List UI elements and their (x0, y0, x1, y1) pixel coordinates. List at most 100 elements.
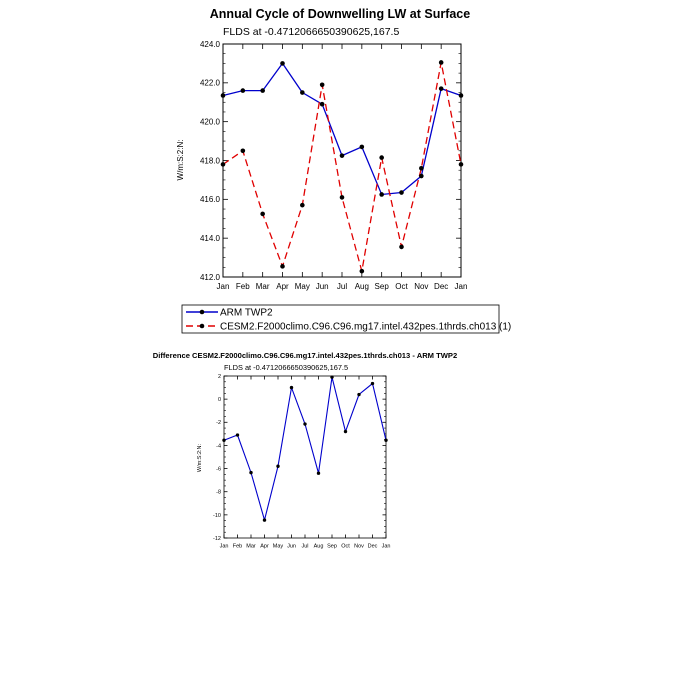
data-point (300, 202, 305, 208)
x-tick-label: Jul (301, 544, 308, 550)
series-line-0 (223, 377, 387, 523)
x-tick-label: Aug (314, 544, 324, 550)
x-tick-label: Jun (287, 544, 296, 550)
x-tick-label: Apr (260, 544, 269, 550)
x-tick-label: Jan (220, 544, 229, 550)
data-point (359, 144, 365, 150)
data-point (220, 93, 226, 98)
data-point (319, 82, 325, 88)
x-tick-label: Nov (414, 282, 428, 291)
x-tick-label: Mar (256, 282, 270, 291)
x-tick-label: Nov (354, 544, 364, 550)
y-tick-label: 420.0 (200, 117, 221, 126)
plot-frame (223, 375, 387, 539)
axis-ticks: Jan Feb Mar Apr May Jun Jul Aug Sep Oct Nov Dec Jan -… (213, 374, 390, 550)
data-point (300, 90, 305, 95)
y-tick-label: 424.0 (200, 40, 221, 49)
x-tick-label: Jan (455, 282, 468, 291)
y-tick-label: -10 (213, 513, 221, 519)
x-tick-label: Jan (217, 282, 230, 291)
y-tick-label: 412.0 (200, 273, 221, 282)
data-point (235, 433, 240, 437)
data-point (379, 155, 384, 160)
data-point (240, 148, 246, 154)
y-axis-label: W/m:S:2:N: (176, 140, 185, 181)
legend-marker-arm (199, 309, 205, 315)
legend-label-arm: ARM TWP2 (220, 308, 273, 319)
x-tick-label: Oct (395, 282, 408, 291)
y-tick-label: -4 (216, 443, 221, 449)
chart-title: Difference CESM2.F2000climo.C96.C96.mg17… (153, 351, 457, 360)
y-tick-label: -2 (216, 420, 221, 426)
data-point (379, 192, 384, 197)
data-point (330, 375, 334, 379)
x-tick-label: Sep (327, 544, 337, 550)
x-tick-label: Mar (246, 544, 256, 550)
data-point (458, 93, 464, 98)
data-point (438, 86, 444, 91)
data-point (438, 60, 444, 65)
data-point (419, 165, 424, 171)
data-point (399, 244, 404, 250)
data-point (280, 61, 285, 66)
series-line-1 (222, 62, 462, 272)
data-point (249, 470, 253, 475)
chart-subtitle: FLDS at -0.4712066650390625,167.5 (223, 26, 399, 38)
legend-marker-cesm (199, 323, 205, 329)
data-point (316, 471, 321, 475)
data-point (289, 385, 294, 390)
data-point (222, 438, 226, 442)
annual-cycle-chart: Annual Cycle of Downwelling LW at Surfac… (176, 7, 511, 334)
data-point (240, 88, 246, 93)
legend-label-cesm: CESM2.F2000climo.C96.C96.mg17.intel.432p… (220, 322, 511, 333)
data-point (384, 438, 388, 442)
series-lines (222, 375, 388, 523)
data-point (458, 162, 464, 167)
data-point (260, 88, 265, 93)
data-point (343, 429, 348, 434)
data-point (280, 264, 285, 269)
data-point (220, 162, 226, 167)
data-point (339, 153, 345, 158)
x-tick-label: Apr (276, 282, 289, 291)
y-tick-label: 2 (218, 374, 221, 380)
chart-subtitle: FLDS at -0.4712066650390625,167.5 (224, 363, 348, 372)
data-point (359, 268, 365, 274)
data-point (399, 190, 404, 195)
chart-title: Annual Cycle of Downwelling LW at Surfac… (210, 7, 470, 21)
legend: ARM TWP2 CESM2.F2000climo.C96.C96.mg17.i… (181, 304, 511, 334)
y-tick-label: 418.0 (200, 156, 221, 165)
y-tick-label: -6 (216, 466, 221, 472)
data-point (339, 195, 345, 200)
x-tick-label: Sep (375, 282, 390, 291)
series-lines (220, 60, 464, 274)
x-tick-label: May (273, 544, 284, 550)
y-tick-label: 416.0 (200, 195, 221, 204)
x-tick-label: Feb (233, 544, 242, 550)
x-tick-label: Jun (316, 282, 329, 291)
y-tick-label: 0 (218, 397, 221, 403)
data-point (276, 464, 280, 468)
x-tick-label: Jan (382, 544, 391, 550)
data-point (260, 211, 265, 217)
data-point (319, 101, 325, 107)
x-tick-label: Oct (341, 544, 350, 550)
x-tick-label: Feb (236, 282, 250, 291)
y-tick-label: 422.0 (200, 79, 221, 88)
data-point (419, 173, 424, 179)
y-tick-label: 414.0 (200, 234, 221, 243)
data-point (262, 518, 267, 522)
y-tick-label: -12 (213, 536, 221, 542)
data-point (303, 422, 307, 426)
x-tick-label: Aug (355, 282, 369, 291)
series-line-0 (222, 62, 462, 196)
y-tick-label: -8 (216, 490, 221, 496)
x-tick-label: Jul (337, 282, 347, 291)
data-point (357, 392, 361, 397)
axis-ticks: Jan Feb Mar Apr May Jun Jul Aug Sep Oct Nov Dec Jan4… (200, 40, 467, 291)
data-point (370, 381, 375, 386)
legend-box (181, 304, 500, 334)
y-axis-label: W/m:S:2:N: (197, 443, 203, 472)
x-tick-label: Dec (368, 544, 378, 550)
